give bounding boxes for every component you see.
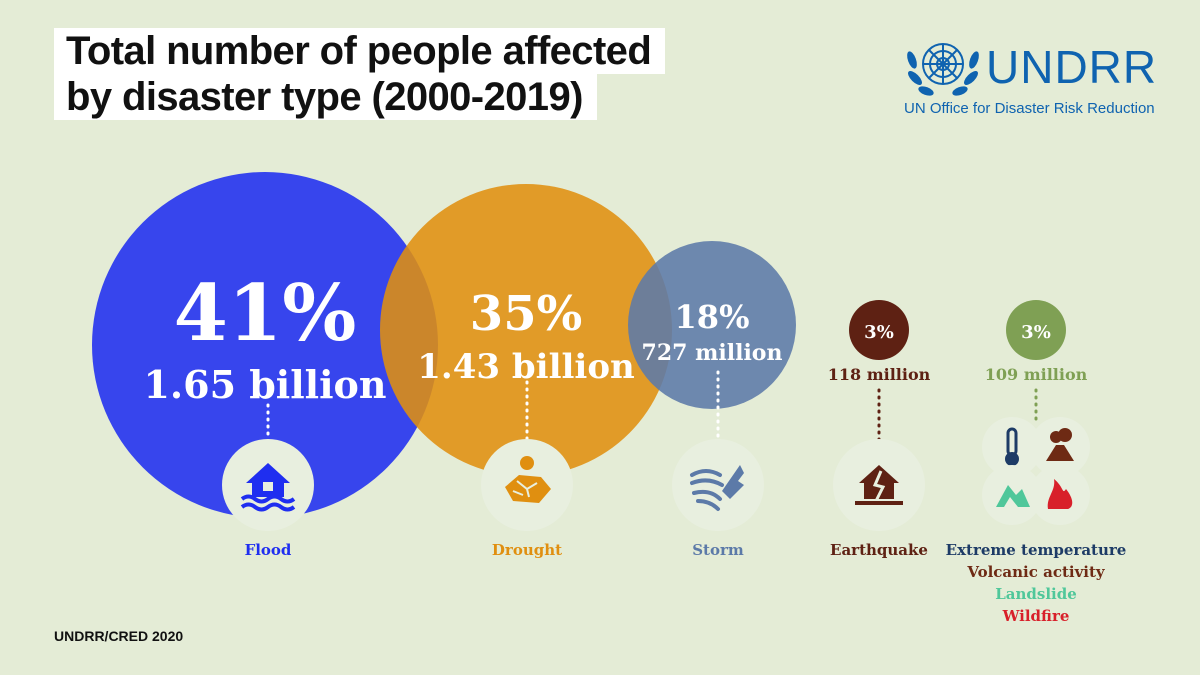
category-label-storm: Storm (692, 541, 744, 559)
house-window (263, 482, 273, 491)
source-credit: UNDRR/CRED 2020 (54, 628, 184, 644)
category-label-drought: Drought (492, 541, 562, 559)
bubble-other (1006, 300, 1066, 360)
category-label-extreme-temperature: Extreme temperature (946, 541, 1127, 559)
percent-label-drought: 35% (470, 286, 582, 342)
bubble-storm (628, 241, 796, 409)
bubble-earthquake (849, 300, 909, 360)
percent-label-other: 3% (1021, 322, 1051, 343)
category-label-earthquake: Earthquake (830, 541, 928, 559)
un-emblem-icon (907, 43, 979, 96)
value-label-other: 109 million (985, 365, 1088, 384)
cracks (512, 480, 538, 498)
slide-gap (1004, 497, 1018, 507)
earthquake-house-icon (833, 439, 925, 531)
house-shape (246, 463, 290, 497)
thermometer-icon (982, 417, 1042, 477)
category-label-volcanic-activity: Volcanic activity (966, 563, 1106, 581)
ground (855, 501, 903, 505)
storm-wind-icon (672, 439, 764, 531)
wave-1 (240, 494, 296, 504)
logo-name: UNDRR (986, 41, 1158, 93)
crack (872, 470, 886, 502)
title-line-2: by disaster type (2000-2019) (54, 74, 597, 120)
sun-shape (520, 456, 534, 470)
value-label-storm: 727 million (642, 340, 783, 366)
icon-bg (982, 417, 1042, 477)
logo-subtitle: UN Office for Disaster Risk Reduction (904, 100, 1155, 117)
wave-2 (240, 502, 296, 512)
percent-label-flood: 41% (174, 268, 357, 359)
bubble-flood (92, 172, 438, 518)
fire-flame (1047, 479, 1073, 509)
volcano-icon (1030, 417, 1090, 477)
category-label-wildfire: Wildfire (1002, 607, 1070, 625)
category-label-landslide: Landslide (995, 585, 1077, 603)
flooded-house-icon (222, 439, 314, 531)
cracked-earth-icon (481, 439, 573, 531)
smoke-2 (1058, 428, 1072, 442)
landslide-icon (982, 465, 1042, 525)
slide-hill (996, 485, 1030, 507)
house-shape (859, 465, 899, 499)
thermo-bulb (1005, 452, 1019, 466)
title-block: Total number of people affected by disas… (54, 28, 666, 120)
value-label-drought: 1.43 billion (417, 347, 634, 387)
percent-label-storm: 18% (675, 298, 750, 336)
volcano-body (1046, 445, 1074, 461)
wind-lines (690, 469, 724, 511)
percent-label-earthquake: 3% (864, 322, 894, 343)
value-label-earthquake: 118 million (828, 365, 931, 384)
value-label-flood: 1.65 billion (143, 362, 386, 407)
title-line-1: Total number of people affected (54, 28, 666, 74)
palm-tree (722, 465, 744, 499)
bubble-drought (380, 184, 672, 476)
undrr-logo: UNDRR UN Office for Disaster Risk Reduct… (902, 30, 1156, 125)
wildfire-icon (1030, 465, 1090, 525)
category-label-flood: Flood (245, 541, 292, 559)
